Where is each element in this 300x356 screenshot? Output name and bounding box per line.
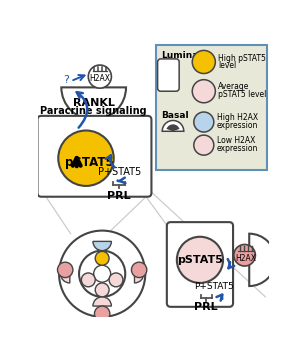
Circle shape [81, 273, 95, 287]
Text: Luminal: Luminal [161, 51, 201, 60]
Circle shape [58, 262, 73, 278]
Wedge shape [61, 265, 70, 283]
Circle shape [234, 245, 255, 266]
Text: level: level [218, 61, 237, 70]
Text: expression: expression [217, 121, 258, 130]
Text: H2AX: H2AX [235, 254, 256, 263]
Text: P+STAT5: P+STAT5 [194, 282, 234, 290]
Circle shape [59, 231, 145, 317]
Text: Average: Average [218, 82, 250, 91]
Text: H2AX: H2AX [89, 74, 110, 83]
Text: PRL: PRL [194, 302, 218, 312]
Text: pSTAT5 level: pSTAT5 level [218, 90, 267, 99]
Circle shape [95, 283, 109, 297]
Circle shape [88, 65, 111, 88]
FancyBboxPatch shape [167, 222, 233, 307]
FancyBboxPatch shape [156, 45, 267, 170]
Wedge shape [93, 241, 111, 251]
Circle shape [192, 51, 215, 74]
Circle shape [95, 251, 109, 265]
Text: High pSTAT5: High pSTAT5 [218, 54, 266, 63]
Circle shape [194, 135, 214, 155]
Circle shape [94, 306, 110, 321]
Circle shape [94, 265, 111, 282]
Text: pSTAT5: pSTAT5 [177, 255, 223, 265]
Circle shape [194, 112, 214, 132]
Wedge shape [249, 234, 275, 286]
Circle shape [79, 251, 125, 297]
Wedge shape [162, 120, 184, 131]
Wedge shape [134, 265, 144, 283]
Circle shape [58, 131, 114, 186]
Text: pSTAT5: pSTAT5 [65, 156, 113, 169]
FancyBboxPatch shape [158, 59, 179, 91]
Text: High H2AX: High H2AX [217, 113, 258, 122]
Wedge shape [61, 87, 126, 120]
FancyBboxPatch shape [38, 116, 152, 197]
Text: RANKL: RANKL [73, 98, 115, 108]
Text: ?: ? [63, 75, 69, 85]
Text: P+STAT5: P+STAT5 [98, 167, 142, 177]
Circle shape [109, 273, 123, 287]
Text: Basal: Basal [161, 111, 188, 120]
Text: expression: expression [217, 144, 258, 153]
Text: Paracrine signaling: Paracrine signaling [40, 106, 147, 116]
Circle shape [192, 80, 215, 103]
Circle shape [177, 237, 223, 283]
Wedge shape [167, 124, 179, 131]
Wedge shape [93, 297, 111, 306]
Circle shape [131, 262, 147, 278]
Text: Low H2AX: Low H2AX [217, 136, 255, 145]
Text: PRL: PRL [107, 191, 131, 201]
